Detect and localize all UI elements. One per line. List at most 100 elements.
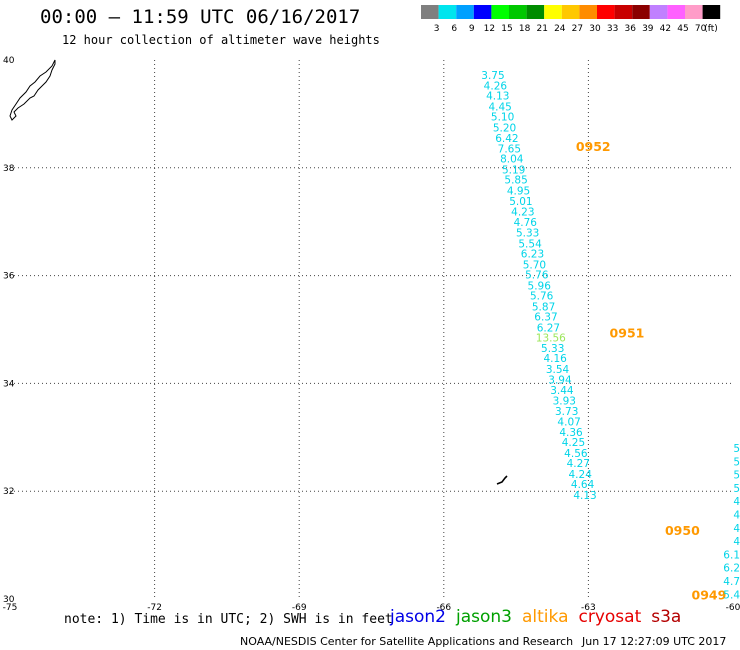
edge-wave-height-value: 4.7 <box>723 576 740 588</box>
latitude-tick-label: 40 <box>3 56 15 66</box>
wave-height-value: 3.54 <box>546 364 570 376</box>
wave-height-value: 4.26 <box>484 80 508 92</box>
map-title: 00:00 – 11:59 UTC 06/16/2017 <box>40 6 361 28</box>
credit-text: NOAA/NESDIS Center for Satellite Applica… <box>240 635 574 648</box>
latitude-tick-label: 36 <box>3 272 15 282</box>
wave-height-value: 4.24 <box>569 469 593 481</box>
edge-wave-height-value: 4 <box>733 510 740 522</box>
wave-height-value: 5.87 <box>532 301 555 313</box>
map-subtitle: 12 hour collection of altimeter wave hei… <box>62 33 380 47</box>
legend-tick-label: 27 <box>572 24 583 34</box>
satellite-cryosat-label: cryosat <box>578 607 642 627</box>
wave-height-value: 5.10 <box>491 112 514 124</box>
wave-height-value: 3.94 <box>548 375 572 387</box>
legend-tick-label: 15 <box>501 24 512 34</box>
legend-swatch <box>561 5 580 19</box>
satellite-jason3-label: jason3 <box>456 607 512 627</box>
map-grid <box>10 60 733 599</box>
wave-height-value: 5.70 <box>523 259 546 271</box>
wave-height-value: 8.04 <box>500 154 524 166</box>
legend-swatch <box>438 5 457 19</box>
wave-height-value: 5.96 <box>528 280 552 292</box>
pass-time-label: 0950 <box>665 523 700 538</box>
map-axis-labels: -75 -72 -69 -66 -63 -60 40 38 36 34 32 30 <box>3 56 740 613</box>
legend-tick-label: 42 <box>660 24 671 34</box>
wave-height-value: 5.33 <box>541 343 564 355</box>
legend-swatch <box>544 5 562 19</box>
wave-height-value: 6.42 <box>495 133 518 145</box>
wave-height-value: 3.75 <box>481 70 504 82</box>
legend-swatch <box>526 5 545 19</box>
edge-wave-height-value: 4 <box>733 496 740 508</box>
edge-wave-height-value: 5 <box>733 456 740 468</box>
legend-swatch <box>456 5 474 19</box>
longitude-tick-label: -69 <box>292 603 307 613</box>
latitude-tick-label: 34 <box>3 379 15 389</box>
legend-swatch <box>473 5 492 19</box>
wave-height-value: 4.36 <box>559 427 583 439</box>
legend-swatch <box>509 5 527 19</box>
wave-height-value: 3.44 <box>550 385 574 397</box>
legend-tick-label: 45 <box>677 24 688 34</box>
edge-wave-height-value: 6.1 <box>723 549 740 561</box>
edge-wave-height-value: 6.2 <box>723 563 740 575</box>
longitude-tick-label: -66 <box>436 603 451 613</box>
wave-height-value: 5.76 <box>530 291 554 303</box>
edge-wave-height-value: 4 <box>733 523 740 535</box>
pass-time-labels: 0952 0951 0950 0949 <box>576 139 726 602</box>
wave-height-value: 5.85 <box>504 175 527 187</box>
legend-tick-label: 33 <box>607 24 618 34</box>
coastline <box>9 59 508 485</box>
wave-height-value: 4.27 <box>567 458 590 470</box>
wave-height-value: 3.73 <box>555 406 578 418</box>
coastline-northwest <box>9 59 56 121</box>
longitude-tick-label: -60 <box>726 603 740 613</box>
wave-height-value: 5.19 <box>502 164 525 176</box>
legend-swatch <box>597 5 615 19</box>
satellite-s3a-label: s3a <box>651 607 682 627</box>
legend-tick-label: 3 <box>434 24 440 34</box>
legend-swatch <box>685 5 703 19</box>
edge-wave-height-value: 5 <box>733 483 740 495</box>
longitude-tick-label: -63 <box>581 603 596 613</box>
legend-swatch <box>614 5 633 19</box>
wave-height-value: 4.95 <box>507 185 530 197</box>
generated-timestamp: Jun 17 12:27:09 UTC 2017 <box>582 635 727 648</box>
edge-wave-height-value: 4 <box>733 536 740 548</box>
legend-swatch <box>579 5 597 19</box>
color-legend: 3 6 9 12 15 18 21 24 27 30 33 36 39 42 45 70(ft) <box>421 5 721 34</box>
wave-height-value: 4.76 <box>514 217 538 229</box>
wave-height-value: 3.93 <box>553 396 576 408</box>
legend-swatch <box>702 5 721 19</box>
legend-tick-label: 39 <box>642 24 654 34</box>
wave-height-value: 7.65 <box>498 143 521 155</box>
wave-height-value: 4.64 <box>571 479 595 491</box>
legend-tick-label: 70 <box>695 24 707 34</box>
wave-height-value: 4.25 <box>562 437 585 449</box>
legend-tick-label: 36 <box>624 24 636 34</box>
wave-height-value: 4.13 <box>573 490 596 502</box>
legend-tick-label: 24 <box>554 24 566 34</box>
legend-tick-label: 30 <box>589 24 601 34</box>
latitude-tick-label: 38 <box>3 164 15 174</box>
latitude-tick-label: 30 <box>3 595 15 605</box>
wave-height-value: 5.76 <box>525 270 549 282</box>
legend-swatch <box>649 5 668 19</box>
legend-tick-label: 18 <box>519 24 531 34</box>
units-note: note: 1) Time is in UTC; 2) SWH is in fe… <box>64 612 393 627</box>
satellite-jason2-label: jason2 <box>390 607 446 627</box>
wave-height-value: 6.27 <box>537 322 560 334</box>
pass-time-label: 0952 <box>576 139 611 154</box>
wave-height-value: 5.01 <box>509 196 532 208</box>
wave-height-value: 4.16 <box>543 353 567 365</box>
wave-height-value: 4.56 <box>564 448 588 460</box>
legend-swatch <box>491 5 509 19</box>
pass-time-label: 0951 <box>610 326 645 341</box>
wave-height-value: 6.23 <box>521 249 544 261</box>
satellite-altika-label: altika <box>522 607 569 627</box>
edge-wave-height-value: 5 <box>733 470 740 482</box>
wave-height-value: 5.54 <box>518 238 542 250</box>
legend-tick-label: 12 <box>484 24 495 34</box>
wave-height-value: 13.56 <box>536 333 566 345</box>
